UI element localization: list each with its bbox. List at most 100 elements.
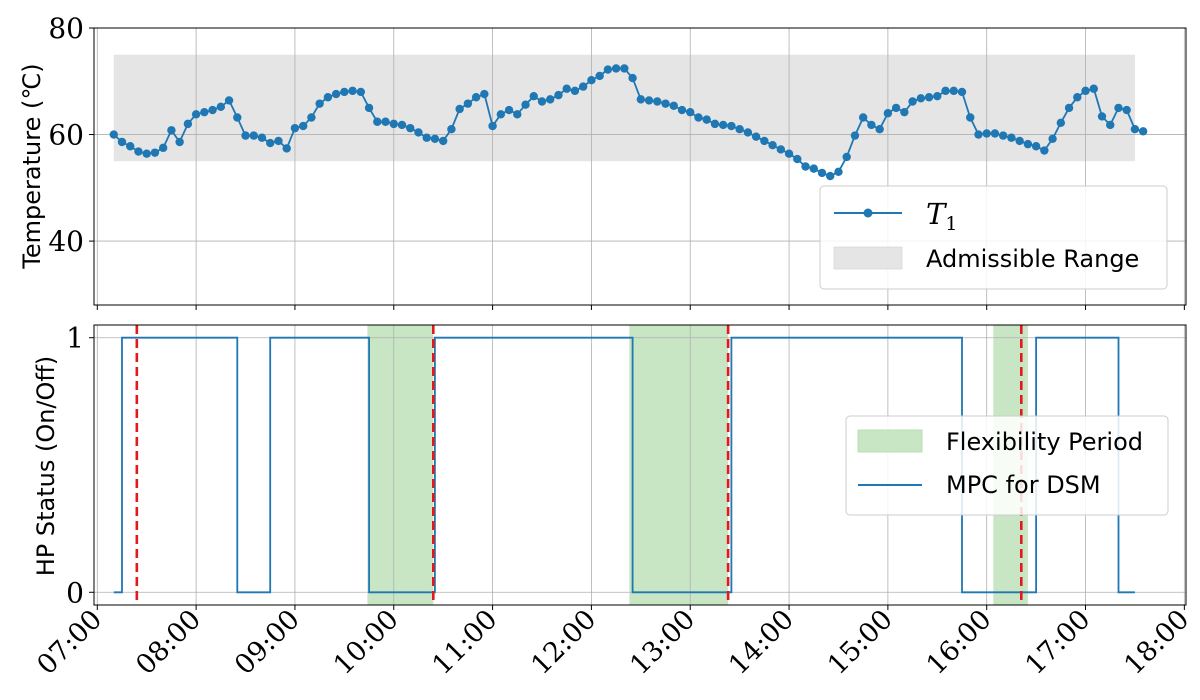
t1-point-111 (1023, 139, 1033, 149)
flex-legend-swatch (857, 429, 923, 453)
mpc-legend-label: MPC for DSM (946, 471, 1101, 499)
t1-point-66 (653, 97, 662, 106)
t1-point-120 (1097, 112, 1107, 121)
t1-point-123 (1122, 105, 1131, 115)
t1-point-77 (743, 128, 753, 137)
range-legend-swatch (833, 246, 903, 270)
top-ytick-label-0: 40 (48, 225, 84, 258)
t1-point-97 (908, 97, 917, 106)
t1-point-48 (504, 105, 514, 115)
t1-point-33 (381, 117, 390, 126)
t1-point-76 (735, 125, 744, 134)
t1-point-18 (257, 133, 267, 142)
t1-point-13 (216, 102, 226, 112)
t1-point-101 (941, 86, 950, 96)
t1-point-50 (521, 100, 530, 109)
t1-point-57 (578, 82, 588, 91)
t1-point-8 (175, 137, 184, 147)
bottom-xtick-label-10: 17:00 (1020, 604, 1097, 681)
t1-point-12 (208, 105, 217, 115)
t1-legend-marker (863, 208, 873, 218)
t1-point-6 (158, 143, 168, 153)
t1-point-40 (438, 136, 448, 146)
t1-point-20 (274, 136, 283, 146)
t1-point-78 (751, 132, 761, 141)
t1-point-19 (266, 138, 275, 148)
range-legend-label: Admissible Range (926, 245, 1139, 273)
bottom-xtick-label-6: 13:00 (624, 604, 701, 681)
bottom-xtick-label-11: 18:00 (1118, 604, 1195, 681)
t1-point-23 (298, 121, 308, 131)
t1-point-59 (595, 71, 604, 81)
t1-point-43 (463, 99, 473, 108)
t1-point-83 (793, 154, 802, 164)
t1-point-15 (233, 113, 242, 122)
t1-point-110 (1015, 136, 1024, 146)
t1-point-38 (422, 133, 431, 142)
t1-point-108 (998, 131, 1008, 140)
bottom-xtick-label-4: 11:00 (427, 604, 504, 681)
t1-point-11 (200, 107, 209, 117)
t1-point-96 (900, 107, 909, 117)
t1-point-102 (949, 86, 958, 96)
t1-point-84 (801, 162, 810, 171)
t1-point-46 (488, 121, 497, 131)
t1-point-28 (340, 87, 349, 97)
bottom-ytick-label-0: 0 (66, 576, 84, 609)
bottom-xtick-label-9: 16:00 (921, 604, 998, 681)
t1-point-52 (537, 97, 547, 106)
t1-legend-subscript: 1 (945, 213, 957, 235)
t1-point-69 (677, 105, 687, 115)
t1-legend-label: T1 (926, 197, 957, 235)
t1-point-1 (117, 137, 127, 147)
t1-point-114 (1048, 134, 1057, 143)
t1-point-79 (760, 136, 769, 146)
t1-point-88 (834, 167, 843, 177)
t1-point-14 (224, 96, 234, 105)
t1-point-9 (183, 119, 193, 129)
t1-point-125 (1138, 127, 1148, 136)
t1-point-47 (496, 110, 506, 119)
t1-point-98 (916, 94, 926, 103)
t1-point-112 (1031, 142, 1041, 151)
t1-point-0 (109, 130, 118, 139)
t1-point-4 (142, 149, 151, 158)
top-ytick-label-1: 60 (48, 119, 84, 152)
t1-point-25 (315, 99, 324, 108)
t1-point-91 (858, 113, 868, 122)
bottom-axes-frame (93, 324, 1187, 606)
t1-point-106 (982, 129, 991, 138)
t1-point-30 (356, 87, 366, 97)
t1-point-56 (570, 86, 580, 96)
bottom-xtick-label-2: 09:00 (229, 604, 306, 681)
t1-point-22 (290, 123, 300, 133)
t1-point-16 (241, 131, 250, 140)
t1-point-75 (727, 121, 736, 131)
t1-point-61 (611, 64, 621, 73)
t1-point-37 (414, 128, 423, 137)
bottom-xtick-label-5: 12:00 (525, 604, 602, 681)
bottom-xtick-label-8: 15:00 (822, 604, 899, 681)
t1-point-90 (850, 131, 860, 140)
t1-point-72 (702, 115, 711, 124)
t1-point-104 (966, 113, 975, 122)
t1-point-31 (364, 103, 374, 113)
t1-point-24 (307, 113, 316, 122)
t1-point-113 (1040, 146, 1049, 155)
bottom-legend: Flexibility Period MPC for DSM (845, 415, 1169, 516)
top-ylabel: Temperature (℃) (18, 63, 46, 269)
t1-point-117 (1073, 93, 1082, 102)
t1-point-62 (620, 64, 629, 73)
bottom-ylabel: HP Status (On/Off) (32, 356, 60, 577)
t1-point-41 (447, 125, 456, 134)
t1-point-60 (603, 65, 613, 74)
t1-point-100 (933, 91, 942, 101)
t1-point-70 (686, 107, 695, 117)
t1-point-115 (1056, 118, 1066, 128)
flexibility-period-0 (367, 325, 434, 605)
t1-point-53 (546, 95, 555, 104)
t1-point-99 (924, 93, 934, 102)
top-legend-box (819, 185, 1168, 290)
t1-point-105 (974, 130, 983, 139)
